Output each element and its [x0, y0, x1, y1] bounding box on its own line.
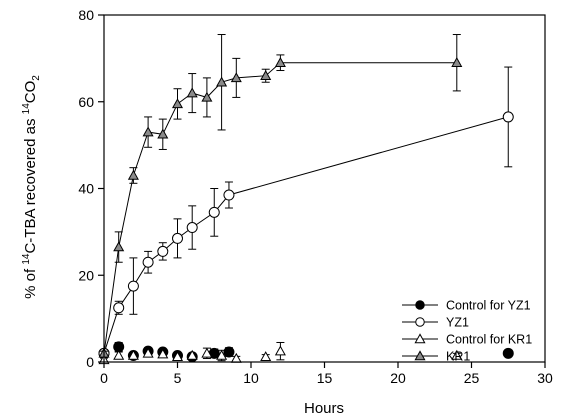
data-point — [216, 76, 228, 87]
x-tick-label: 25 — [464, 370, 480, 386]
legend-label: Control for KR1 — [446, 333, 532, 347]
data-point — [113, 302, 125, 314]
legend-marker — [415, 300, 425, 310]
x-tick-label: 20 — [390, 370, 406, 386]
legend-item: Control for KR1 — [402, 333, 532, 347]
y-tick-label: 20 — [78, 267, 94, 283]
data-point — [186, 87, 198, 98]
data-point — [186, 222, 198, 234]
series-control-for-kr1 — [98, 341, 463, 365]
legend-item: YZ1 — [402, 316, 469, 330]
data-point — [113, 241, 125, 252]
y-axis-title-sup1: 14 — [21, 253, 32, 265]
data-point — [201, 91, 213, 102]
plot-area — [98, 34, 514, 365]
y-axis-title-mid: C-TBA recovered as — [22, 114, 39, 253]
legend-item: Control for YZ1 — [402, 299, 531, 313]
legend-label: KR1 — [446, 350, 470, 364]
data-point — [216, 349, 228, 360]
x-tick-label: 15 — [317, 370, 333, 386]
y-axis-title-post: CO — [22, 81, 39, 104]
data-point — [127, 280, 139, 292]
legend-marker — [414, 333, 426, 344]
y-axis-title: % of 14C-TBA recovered as 14CO2 — [21, 75, 42, 299]
legend-marker — [414, 350, 426, 361]
data-point — [157, 245, 169, 257]
data-point — [230, 72, 242, 83]
data-point — [451, 349, 463, 360]
legend-item: KR1 — [402, 350, 470, 364]
data-point — [127, 169, 139, 180]
data-point — [223, 346, 235, 358]
y-tick-label: 0 — [86, 354, 94, 370]
data-point — [157, 128, 169, 139]
y-axis-title-pre: % of — [22, 265, 39, 299]
x-tick-label: 0 — [100, 370, 108, 386]
x-tick-label: 5 — [174, 370, 182, 386]
data-point — [274, 57, 286, 67]
data-point — [502, 347, 514, 359]
series-line — [103, 116, 509, 354]
data-point — [171, 351, 184, 362]
data-point — [223, 189, 235, 201]
data-point — [127, 349, 139, 360]
data-point — [142, 126, 154, 137]
data-point — [142, 347, 154, 358]
legend-label: YZ1 — [446, 316, 469, 330]
y-axis-title-sup2: 14 — [21, 103, 32, 115]
data-point — [274, 345, 286, 356]
y-axis-title-sub: 2 — [31, 75, 42, 81]
legend-marker — [415, 317, 425, 327]
data-point — [142, 256, 154, 268]
data-point — [260, 70, 272, 80]
data-point — [171, 98, 184, 109]
data-point — [260, 351, 272, 362]
data-point — [451, 57, 463, 67]
data-point — [157, 348, 169, 359]
legend: Control for YZ1 YZ1 Control for KR1 KR1 — [402, 299, 532, 364]
y-tick-label: 60 — [78, 94, 94, 110]
series-line — [103, 62, 457, 354]
data-point — [186, 349, 198, 360]
data-point — [172, 232, 183, 244]
y-tick-label: 40 — [78, 181, 94, 197]
x-tick-label: 10 — [243, 370, 259, 386]
data-point — [113, 349, 125, 360]
legend-label: Control for YZ1 — [446, 299, 531, 313]
axes: 0 5 10 15 20 25 30 0 20 40 60 80 — [78, 7, 553, 386]
series-kr1 — [98, 34, 463, 358]
data-point — [201, 347, 213, 358]
data-point — [208, 206, 220, 218]
data-point — [502, 111, 514, 123]
x-axis-title: Hours — [304, 400, 344, 417]
x-tick-label: 30 — [537, 370, 553, 386]
y-tick-label: 80 — [78, 7, 94, 23]
